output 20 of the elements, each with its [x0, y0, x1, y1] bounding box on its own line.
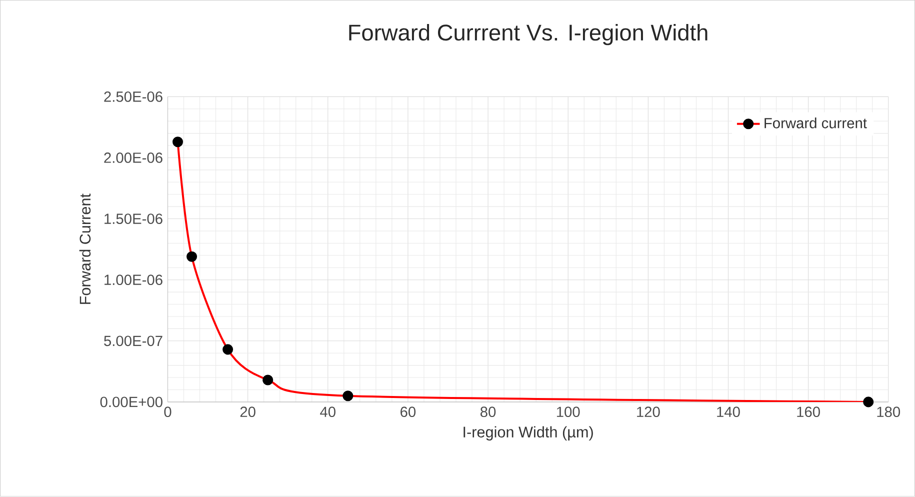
x-tick-label: 40	[320, 406, 336, 418]
x-tick-label: 100	[556, 406, 580, 418]
y-tick-label: 5.00E-07	[104, 336, 162, 346]
x-tick-label: 180	[877, 406, 900, 418]
y-tick-label: 2.50E-06	[104, 92, 162, 102]
x-tick-label: 80	[480, 406, 496, 418]
y-tick-label: 0.00E+00	[100, 396, 162, 408]
x-tick-label: 20	[240, 406, 256, 418]
y-tick-label: 1.50E-06	[104, 214, 162, 224]
x-tick-label: 140	[717, 406, 740, 418]
y-tick-label: 1.00E-06	[104, 274, 162, 286]
chart-title: Forward Currrent Vs. I-region Width	[349, 24, 708, 46]
x-tick-label: 60	[400, 406, 416, 418]
legend-label: Forward current	[764, 118, 867, 129]
x-tick-label: 120	[637, 406, 660, 418]
y-tick-label: 2.00E-06	[104, 152, 162, 164]
y-axis-title: Forward Current	[79, 194, 91, 304]
x-axis-title: I-region Width (µm)	[464, 426, 593, 441]
x-tick-label: 160	[797, 406, 820, 418]
x-tick-label: 0	[164, 406, 172, 418]
